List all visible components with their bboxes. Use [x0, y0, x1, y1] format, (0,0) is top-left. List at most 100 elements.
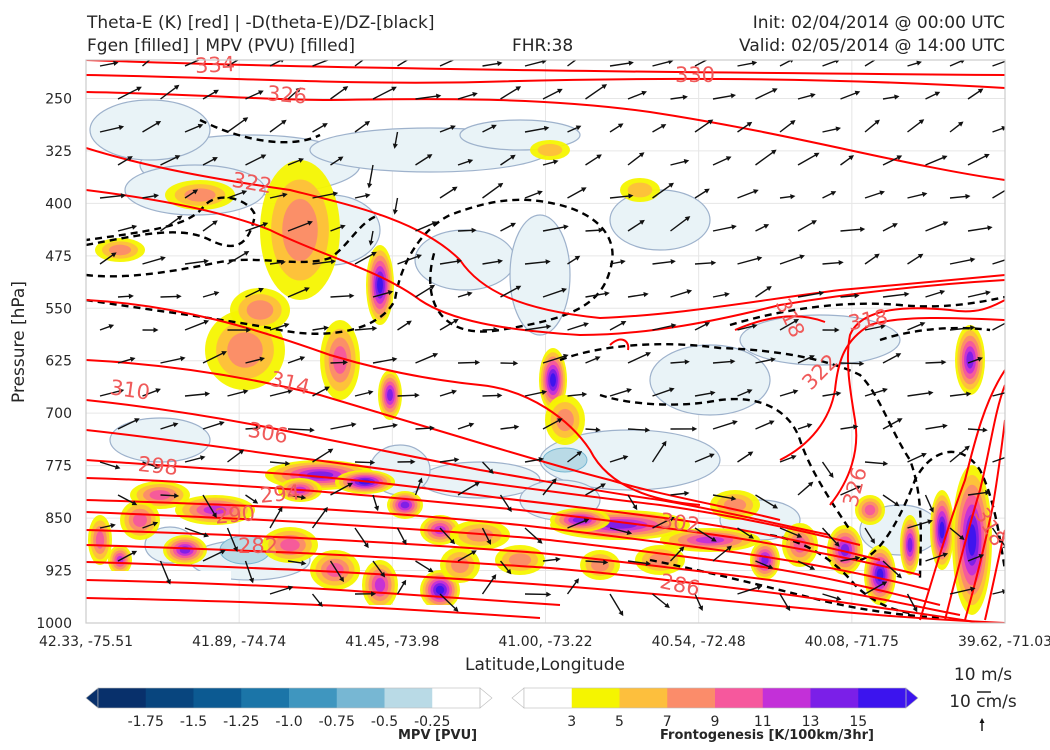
wind-arrowhead	[515, 285, 522, 291]
colorbar-outline	[97, 687, 481, 709]
wind-vector	[737, 257, 760, 265]
wind-arrowhead	[555, 556, 561, 563]
wind-arrowhead	[173, 84, 180, 90]
wind-arrowhead	[594, 356, 601, 361]
wind-arrowhead	[323, 325, 329, 331]
wind-arrowhead	[645, 560, 651, 566]
wind-vector	[694, 120, 711, 133]
wind-arrowhead	[416, 254, 422, 260]
wind-arrowhead	[324, 386, 330, 392]
wind-arrowhead	[471, 227, 477, 233]
wind-arrowhead	[704, 322, 711, 327]
wind-vector	[925, 553, 946, 562]
wind-vector	[864, 255, 878, 265]
wind-vector	[925, 156, 945, 166]
wind-arrowhead	[537, 538, 543, 544]
y-axis-ticks: 250 325 400 475 550 625 700 775 850 925 1000	[36, 91, 72, 632]
wind-arrowhead	[747, 451, 754, 457]
theta-e-contour	[919, 369, 1005, 621]
wind-arrowhead	[219, 421, 225, 426]
wind-vector	[354, 327, 374, 331]
theta-e-contour	[86, 597, 541, 619]
wind-arrowhead	[1001, 126, 1005, 131]
wind-vector	[840, 557, 858, 562]
wind-arrowhead	[859, 361, 865, 367]
wind-arrowhead	[731, 495, 737, 501]
wind-vector	[712, 157, 729, 166]
wind-arrowhead	[300, 494, 307, 500]
wind-arrowhead	[220, 549, 226, 555]
mpv-region	[609, 189, 711, 251]
wind-arrowhead	[970, 325, 976, 331]
wind-arrowhead	[982, 427, 988, 433]
wind-vector	[755, 225, 767, 232]
x-tick-label: 41.89, -74.74	[192, 634, 286, 650]
wind-vector	[542, 289, 564, 298]
wind-arrowhead	[475, 359, 481, 366]
wind-vector	[822, 392, 839, 397]
wind-vector	[864, 389, 885, 397]
theta-e-contours	[86, 60, 1005, 623]
fgen-cell	[907, 537, 913, 553]
wind-vector	[160, 156, 178, 166]
frontogenesis-colorbar: 3 5 7 9 11 13 15	[511, 687, 919, 730]
wind-vector	[330, 361, 345, 364]
wind-vector	[500, 156, 514, 166]
wind-arrowhead	[580, 187, 587, 193]
wind-vector	[202, 292, 217, 298]
wind-vector	[500, 426, 516, 430]
wind-arrowhead	[917, 253, 924, 259]
wind-arrowhead	[368, 390, 374, 396]
theta-e-contour	[86, 147, 1005, 320]
wind-arrowhead	[984, 153, 990, 159]
wind-vector	[368, 164, 374, 186]
wind-arrowhead	[401, 579, 407, 586]
colorbar-tick-label: 3	[567, 714, 576, 730]
wind-vector	[779, 195, 793, 199]
plot-frame	[85, 59, 1006, 624]
wind-vector	[609, 593, 623, 614]
wind-arrowhead	[756, 256, 763, 262]
wind-vector	[524, 260, 548, 265]
wind-vector	[864, 461, 885, 465]
wind-arrowhead	[811, 220, 817, 225]
wind-vector	[821, 527, 838, 545]
x-tick-label: 40.08, -71.75	[805, 634, 899, 650]
wind-vector	[524, 527, 541, 542]
wind-vector	[245, 494, 256, 503]
wind-vector	[882, 494, 898, 505]
fgen-cell	[227, 332, 263, 368]
y-tick-label: 700	[45, 406, 72, 422]
wind-vector	[542, 480, 556, 496]
wind-vector	[184, 456, 203, 463]
wind-arrowhead	[243, 54, 249, 59]
wind-arrowhead	[574, 255, 581, 261]
wind-vector	[840, 362, 861, 365]
wind-vector	[117, 87, 140, 100]
wind-vector	[287, 288, 307, 298]
wind-vector	[287, 357, 303, 364]
wind-arrowhead	[304, 287, 310, 293]
wind-arrowhead	[1006, 58, 1012, 63]
wind-vector	[907, 454, 924, 463]
wind-arrowhead	[712, 60, 713, 61]
theta-e-contour	[86, 499, 931, 591]
wind-vector	[244, 560, 253, 581]
wind-arrowhead	[806, 423, 813, 429]
wind-vector	[779, 527, 800, 537]
wind-arrowhead	[1009, 185, 1015, 190]
wind-arrowhead	[882, 387, 888, 393]
wind-arrowhead	[896, 573, 902, 579]
wind-arrowhead	[838, 260, 844, 266]
fgen-cell	[508, 553, 532, 567]
wind-vector	[457, 160, 471, 166]
wind-arrowhead	[985, 490, 991, 496]
colorbar-segment	[858, 688, 907, 708]
wind-vector	[542, 89, 560, 100]
wind-arrowhead	[573, 578, 580, 584]
theta-e-contour	[86, 189, 1005, 337]
theta-e-label: 298	[137, 452, 179, 480]
wind-vector	[712, 494, 734, 500]
wind-vector	[481, 576, 495, 595]
wind-arrowhead	[243, 389, 249, 395]
